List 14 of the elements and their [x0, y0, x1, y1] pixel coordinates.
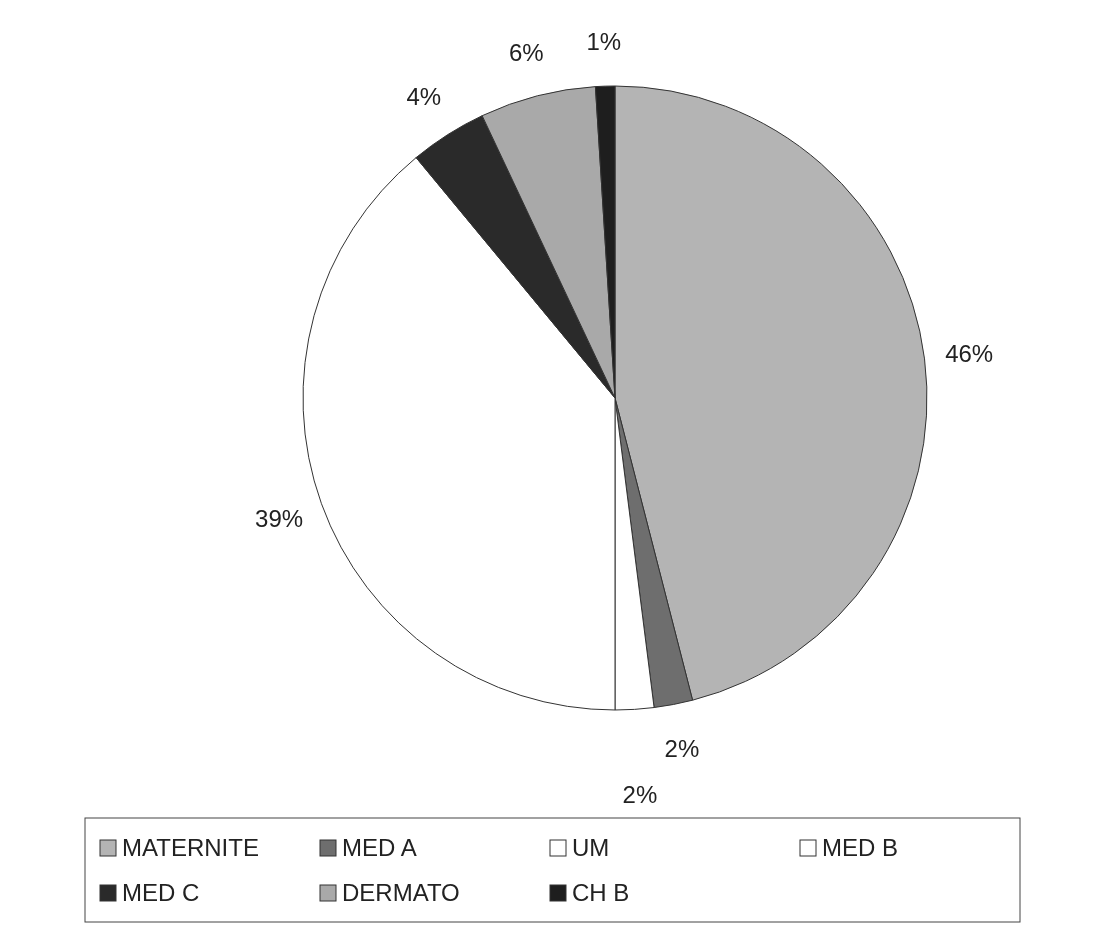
data-label: 46%	[945, 339, 994, 367]
data-label: 4%	[406, 82, 442, 110]
legend-label: MED A	[342, 834, 417, 862]
data-label: 2%	[664, 735, 700, 763]
data-label: 6%	[508, 38, 544, 66]
data-label: 1%	[586, 27, 622, 55]
legend-label: MED C	[122, 879, 200, 907]
data-label: 2%	[622, 780, 658, 808]
legend-label: DERMATO	[342, 879, 460, 907]
legend-label: MATERNITE	[122, 834, 259, 862]
legend-label: UM	[572, 834, 610, 862]
legend-label: MED B	[822, 834, 899, 862]
legend-label: CH B	[572, 879, 630, 907]
data-label: 39%	[255, 505, 304, 533]
